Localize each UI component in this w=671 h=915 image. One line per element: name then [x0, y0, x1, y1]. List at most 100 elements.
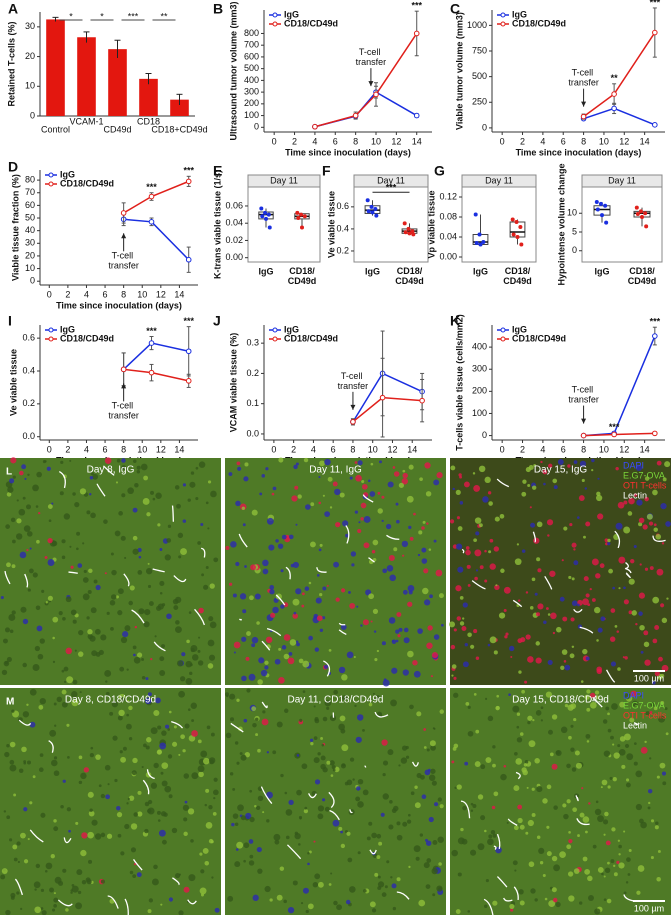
cell	[509, 903, 515, 909]
cell	[245, 656, 250, 661]
cell	[465, 546, 470, 550]
point	[580, 432, 587, 439]
cell	[547, 613, 551, 616]
cell	[198, 461, 206, 468]
cell	[540, 460, 543, 464]
cell	[62, 868, 67, 873]
cell	[67, 756, 70, 759]
cell	[182, 519, 187, 523]
cell	[319, 592, 323, 597]
vessel	[63, 837, 72, 844]
point	[644, 224, 649, 229]
cell	[355, 736, 362, 743]
panel-letter: G	[434, 163, 445, 179]
cell	[53, 770, 60, 777]
micrograph: Day 11, IgG	[225, 457, 446, 687]
cell	[429, 594, 433, 599]
cell	[34, 888, 37, 891]
cell	[530, 522, 536, 528]
cell	[126, 668, 129, 671]
cell	[427, 625, 433, 631]
cell	[104, 670, 112, 677]
cell	[302, 887, 309, 894]
cell	[597, 866, 604, 873]
legend-label: CD18/CD49d	[60, 178, 114, 188]
cell	[493, 650, 498, 655]
cell	[347, 857, 353, 863]
cell	[626, 857, 631, 862]
cell	[457, 872, 462, 877]
cell	[613, 864, 616, 868]
cell	[517, 804, 523, 810]
significance-label: ***	[650, 317, 661, 327]
cell	[431, 867, 438, 875]
cell	[381, 739, 388, 746]
cell	[327, 476, 333, 482]
cell	[657, 849, 661, 853]
cell	[549, 752, 554, 757]
cell	[109, 600, 116, 606]
cell	[450, 465, 456, 471]
cell	[488, 501, 493, 506]
x-tick-label: 12	[391, 136, 401, 146]
cell	[472, 472, 476, 475]
cell	[33, 881, 41, 889]
cell	[65, 908, 69, 912]
cell	[249, 789, 253, 793]
cell	[79, 691, 82, 694]
cell	[623, 733, 631, 741]
y-tick-label: 20	[25, 51, 35, 61]
y-tick-label: 0	[572, 245, 577, 255]
cell	[585, 593, 590, 598]
cell	[180, 676, 186, 682]
cell	[53, 892, 56, 895]
cell	[34, 645, 41, 652]
cell	[407, 650, 414, 658]
cell	[324, 458, 331, 466]
cell	[617, 667, 621, 671]
cell	[304, 806, 308, 810]
cell	[473, 538, 477, 543]
cell	[514, 869, 517, 872]
y-tick-label: 30	[25, 21, 35, 31]
cell	[20, 907, 23, 910]
legend-label: DAPI	[623, 460, 644, 470]
cell	[551, 855, 558, 862]
cell	[136, 872, 142, 878]
cell	[233, 651, 236, 654]
point	[260, 214, 265, 219]
cell	[660, 502, 667, 510]
cell	[580, 680, 584, 683]
vessel	[201, 547, 206, 558]
vessel	[623, 894, 634, 902]
cell	[594, 690, 600, 695]
cell	[381, 495, 385, 499]
cell	[467, 632, 472, 638]
cell	[562, 803, 567, 808]
cell	[173, 725, 177, 729]
cell	[133, 459, 137, 464]
cell	[187, 808, 195, 815]
cell	[355, 796, 361, 802]
cell	[363, 516, 371, 523]
cell	[409, 536, 414, 541]
cell	[440, 623, 444, 627]
cell	[233, 641, 241, 649]
cell	[302, 690, 306, 693]
y-tick-label: 400	[472, 341, 487, 351]
cell	[649, 710, 653, 715]
cell	[59, 491, 64, 496]
cell	[451, 674, 454, 677]
point	[594, 200, 599, 204]
cell	[473, 693, 477, 696]
bar	[170, 99, 189, 116]
cell	[200, 750, 208, 758]
cell	[438, 593, 444, 599]
cell	[87, 831, 94, 839]
cell	[20, 832, 26, 839]
cell	[503, 608, 507, 612]
cell	[536, 786, 543, 793]
cell	[173, 605, 179, 611]
cell	[228, 582, 233, 586]
cell	[241, 506, 245, 510]
